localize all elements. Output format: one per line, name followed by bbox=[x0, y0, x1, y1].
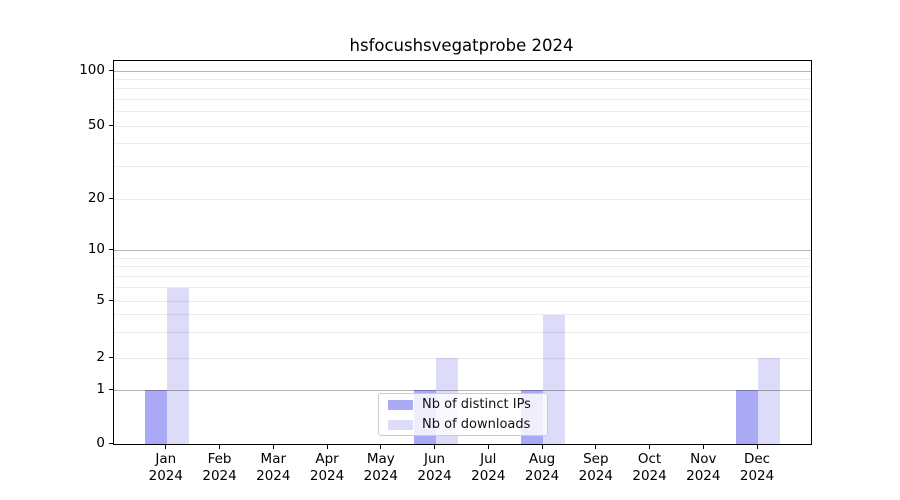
x-tick-year: 2024 bbox=[739, 468, 775, 484]
major-gridline bbox=[114, 250, 811, 251]
minor-gridline bbox=[114, 300, 811, 302]
bar-downloads-aug bbox=[543, 314, 566, 444]
x-tick-year: 2024 bbox=[686, 468, 721, 484]
x-tick-label-may: May 2024 bbox=[351, 451, 411, 485]
y-tick-label: 50 bbox=[87, 116, 105, 133]
x-tick-month: Oct bbox=[637, 451, 662, 467]
x-tick-month: Aug bbox=[528, 451, 556, 467]
legend-label: Nb of distinct IPs bbox=[422, 397, 531, 412]
x-tick-label-feb: Feb 2024 bbox=[190, 451, 250, 485]
x-tick-year: 2024 bbox=[202, 468, 237, 484]
y-tick-label: 100 bbox=[79, 61, 105, 78]
x-tick-label-jul: Jul 2024 bbox=[458, 451, 518, 485]
x-tick-mark bbox=[326, 444, 328, 449]
x-tick-label-dec: Dec 2024 bbox=[727, 451, 787, 485]
x-tick-label-mar: Mar 2024 bbox=[243, 451, 303, 485]
y-tick-label: 2 bbox=[96, 348, 105, 365]
bar-downloads-jan bbox=[166, 287, 189, 444]
legend-row: Nb of downloads bbox=[388, 417, 538, 432]
y-tick-mark bbox=[108, 442, 113, 444]
x-tick-year: 2024 bbox=[471, 468, 506, 484]
minor-gridline bbox=[114, 143, 811, 145]
y-tick-mark bbox=[108, 69, 113, 71]
minor-gridline bbox=[114, 198, 811, 200]
minor-gridline bbox=[114, 314, 811, 316]
x-tick-year: 2024 bbox=[417, 468, 452, 484]
x-tick-month: Nov bbox=[690, 451, 717, 467]
minor-gridline bbox=[114, 78, 811, 80]
x-tick-month: Jun bbox=[424, 451, 446, 467]
minor-gridline bbox=[114, 357, 811, 359]
x-tick-year: 2024 bbox=[309, 468, 345, 484]
bar-downloads-dec bbox=[758, 358, 781, 444]
chart-title: hsfocushsvegatprobe 2024 bbox=[349, 36, 574, 55]
x-tick-mark bbox=[702, 444, 704, 449]
x-tick-label-apr: Apr 2024 bbox=[297, 451, 357, 485]
x-tick-year: 2024 bbox=[578, 468, 613, 484]
minor-gridline bbox=[114, 88, 811, 90]
minor-gridline bbox=[114, 257, 811, 259]
plot-area: Nb of distinct IPs Nb of downloads bbox=[113, 60, 812, 445]
x-tick-label-oct: Oct 2024 bbox=[620, 451, 680, 485]
major-gridline bbox=[114, 70, 811, 72]
x-tick-mark bbox=[649, 444, 651, 449]
x-tick-month: Jan bbox=[155, 451, 177, 467]
x-tick-label-aug: Aug 2024 bbox=[512, 451, 572, 485]
x-tick-mark bbox=[219, 444, 221, 449]
x-tick-mark bbox=[756, 444, 758, 449]
x-tick-month: May bbox=[366, 451, 395, 467]
major-gridline bbox=[114, 389, 811, 391]
y-tick-mark bbox=[108, 388, 113, 390]
y-tick-mark bbox=[108, 124, 113, 126]
x-tick-mark bbox=[165, 444, 167, 449]
legend-swatch-icon bbox=[388, 399, 413, 410]
x-tick-mark bbox=[595, 444, 597, 449]
y-tick-label: 0 bbox=[96, 434, 105, 451]
legend: Nb of distinct IPs Nb of downloads bbox=[378, 393, 548, 436]
x-tick-label-sep: Sep 2024 bbox=[566, 451, 626, 485]
x-tick-year: 2024 bbox=[524, 468, 560, 484]
x-tick-mark bbox=[272, 444, 274, 449]
x-tick-year: 2024 bbox=[256, 468, 291, 484]
minor-gridline bbox=[114, 98, 811, 100]
x-tick-mark bbox=[487, 444, 489, 449]
x-tick-label-nov: Nov 2024 bbox=[673, 451, 733, 485]
legend-label: Nb of downloads bbox=[422, 417, 531, 432]
minor-gridline bbox=[114, 287, 811, 289]
y-tick-label: 10 bbox=[87, 241, 105, 257]
y-tick-label: 5 bbox=[96, 291, 105, 308]
x-tick-year: 2024 bbox=[632, 468, 667, 484]
x-tick-year: 2024 bbox=[363, 468, 398, 484]
x-tick-month: Feb bbox=[207, 451, 232, 467]
y-tick-mark bbox=[108, 356, 113, 358]
minor-gridline bbox=[114, 332, 811, 334]
x-tick-month: Apr bbox=[315, 451, 339, 467]
minor-gridline bbox=[114, 266, 811, 268]
x-tick-label-jun: Jun 2024 bbox=[405, 451, 465, 485]
x-tick-label-jan: Jan 2024 bbox=[136, 451, 196, 485]
y-tick-label: 1 bbox=[96, 380, 105, 397]
x-tick-mark bbox=[380, 444, 382, 449]
bar-distinct-ips-jan bbox=[144, 390, 167, 444]
y-tick-mark bbox=[108, 197, 113, 199]
minor-gridline bbox=[114, 275, 811, 277]
x-tick-month: Mar bbox=[260, 451, 287, 467]
x-tick-month: Dec bbox=[743, 451, 771, 467]
legend-row: Nb of distinct IPs bbox=[388, 397, 538, 412]
minor-gridline bbox=[114, 125, 811, 127]
x-tick-month: Sep bbox=[583, 451, 609, 467]
y-tick-label: 20 bbox=[87, 189, 105, 206]
bar-distinct-ips-dec bbox=[736, 390, 759, 444]
x-tick-month: Jul bbox=[480, 451, 497, 467]
y-tick-mark bbox=[108, 249, 113, 251]
legend-swatch-icon bbox=[388, 419, 413, 430]
minor-gridline bbox=[114, 111, 811, 113]
x-tick-mark bbox=[434, 444, 436, 449]
minor-gridline bbox=[114, 166, 811, 168]
x-tick-mark bbox=[541, 444, 543, 449]
x-tick-year: 2024 bbox=[148, 468, 183, 484]
y-tick-mark bbox=[108, 299, 113, 301]
